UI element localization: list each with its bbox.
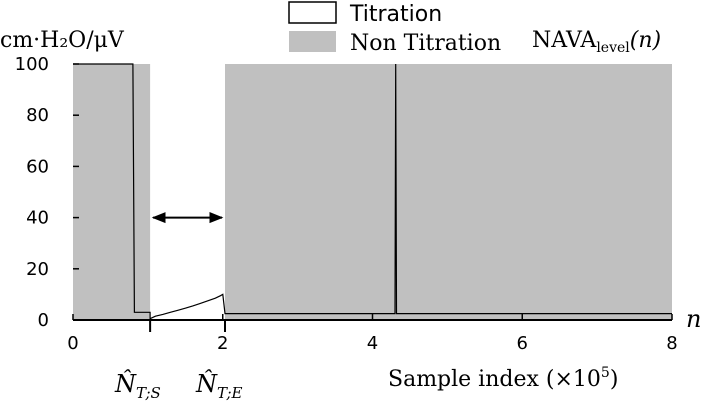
y-ticks: 0 20 40 60 80 100 (15, 54, 79, 331)
x-tick-label-3: 6 (517, 333, 528, 354)
non-titration-region-0 (73, 64, 151, 320)
y-tick-label-4: 80 (26, 105, 49, 126)
titration-end-label: N̂T;E (195, 370, 243, 402)
x-ticks: 0 2 4 6 8 (67, 314, 678, 354)
legend-swatch-non-titration (289, 31, 336, 52)
y-tick-label-3: 60 (26, 156, 49, 177)
x-tick-label-1: 2 (217, 333, 228, 354)
chart-title-main: NAVA (532, 28, 597, 53)
plot-series (73, 63, 672, 320)
n-axis-label: n (686, 305, 701, 333)
titration-end-symbol: N̂ (195, 370, 218, 398)
x-tick-label-4: 8 (666, 333, 677, 354)
y-tick-label-1: 20 (26, 259, 49, 280)
y-tick-label-5: 100 (15, 54, 49, 75)
y-tick-label-2: 40 (26, 208, 49, 229)
x-axis-label-close: ) (610, 367, 619, 392)
legend-label-non-titration: Non Titration (350, 31, 501, 56)
non-titration-region-2 (224, 64, 672, 320)
chart-title-subscript: level (596, 40, 630, 56)
titration-start-label: N̂T;S (114, 370, 161, 402)
titration-start-subscript: T;S (136, 384, 161, 402)
titration-marker-ticks (149, 320, 226, 332)
y-tick-label-0: 0 (38, 310, 49, 331)
titration-start-symbol: N̂ (114, 370, 137, 398)
chart-title: NAVAlevel(n) (532, 28, 661, 56)
x-axis-label-main: Sample index (×10 (388, 367, 601, 392)
legend-swatch-titration (288, 1, 337, 24)
chart-title-arg: (n) (630, 28, 661, 53)
legend-label-titration: Titration (349, 2, 442, 27)
x-tick-label-2: 4 (367, 333, 378, 354)
nava-level-line (73, 63, 672, 320)
x-tick-label-0: 0 (67, 333, 78, 354)
y-axis-label: cm·H₂O/μV (0, 28, 125, 53)
x-axis-label: Sample index (×105) (388, 365, 618, 392)
titration-end-subscript: T;E (217, 384, 243, 402)
plot-regions (73, 64, 672, 320)
x-axis-label-exponent: 5 (601, 365, 610, 381)
legend: Titration Non Titration (288, 1, 501, 56)
